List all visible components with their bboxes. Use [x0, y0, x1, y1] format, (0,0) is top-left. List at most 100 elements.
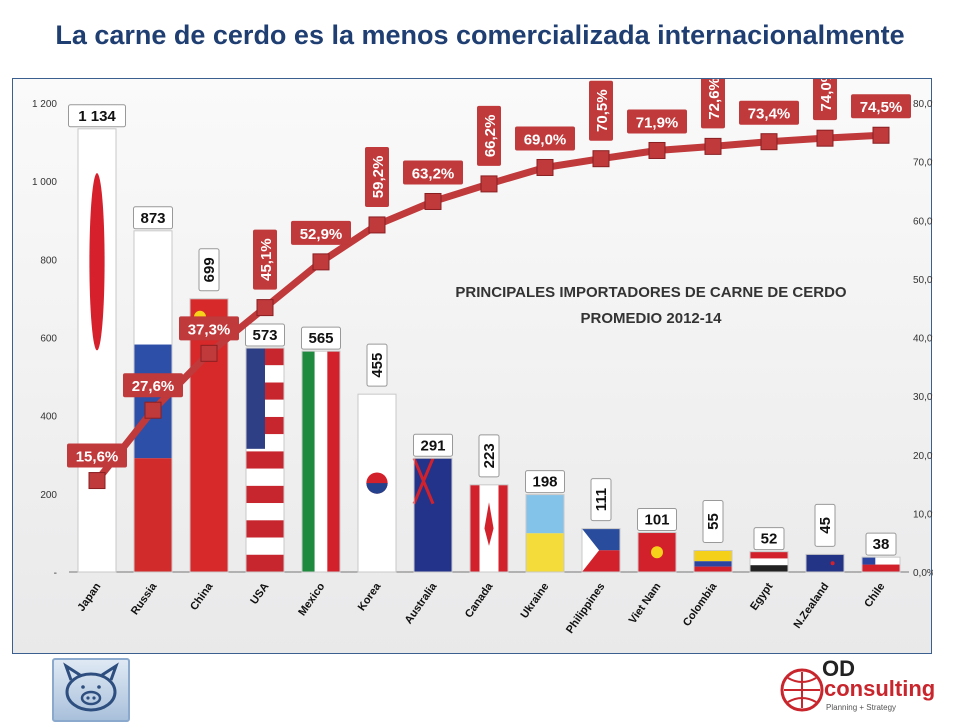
cumulative-marker: [368, 216, 386, 234]
slide-title: La carne de cerdo es la menos comerciali…: [55, 20, 905, 50]
y-right-tick-label: 70,0%: [913, 158, 933, 169]
y-left-tick-label: 800: [40, 255, 57, 266]
bar-flag-stripe: [694, 566, 732, 572]
cumulative-label-box: [403, 160, 463, 185]
cumulative-marker: [816, 129, 834, 147]
y-left-tick-label: 200: [40, 490, 57, 501]
cumulative-label: 15,6%: [76, 449, 119, 466]
bar-flag-stripe: [302, 351, 315, 572]
bar-outline: [581, 528, 621, 573]
cumulative-marker: [312, 253, 330, 271]
cumulative-label: 71,9%: [636, 114, 679, 131]
od-consulting-logo: OD consulting Planning + Strategy: [760, 636, 956, 720]
cumulative-label: 66,2%: [482, 115, 499, 158]
y-left-tick-label: 400: [40, 412, 57, 423]
bar-flag-star: [651, 546, 663, 559]
value-label: 101: [644, 512, 669, 529]
category-label: Russia: [129, 580, 160, 617]
category-label: Viet Nam: [627, 581, 664, 626]
cumulative-marker: [704, 137, 722, 155]
bar-flag-stripe: [246, 468, 284, 486]
value-label: 198: [532, 474, 557, 491]
bar-vietnam: [637, 532, 677, 573]
value-label: 45: [817, 517, 834, 534]
category-label: Korea: [356, 580, 384, 613]
bar-chile: [861, 556, 901, 573]
cumulative-label-box: [253, 229, 277, 290]
cumulative-label: 72,6%: [706, 79, 723, 120]
value-label-box: [637, 508, 677, 532]
bar-outline: [805, 553, 845, 573]
bar-mexico: [301, 350, 341, 573]
bar-flag-stripe: [246, 554, 284, 572]
bar-flag-stripe: [246, 485, 284, 504]
value-label-box: [590, 478, 612, 522]
value-label-box: [525, 470, 565, 494]
value-label-box: [245, 323, 285, 347]
bar-flag-stripe: [246, 451, 284, 469]
value-label-box: [133, 206, 173, 230]
bar-flag-stripe: [134, 230, 172, 345]
bar-flag-stripe: [750, 558, 788, 566]
bar-outline: [133, 230, 173, 573]
bar-outline: [413, 457, 453, 573]
y-right-tick-label: 30,0%: [913, 392, 933, 403]
value-label: 573: [252, 327, 277, 344]
bar-outline: [749, 551, 789, 573]
value-label: 1 134: [78, 108, 116, 125]
bar-outline: [189, 298, 229, 573]
bar-flag-stripe: [498, 484, 508, 572]
value-label-box: [753, 527, 785, 551]
cumulative-label-box: [477, 105, 501, 166]
category-label: Philippines: [564, 581, 607, 636]
bar-egypt: [749, 551, 789, 573]
cumulative-label: 74,5%: [860, 99, 903, 116]
cumulative-marker: [648, 141, 666, 159]
cumulative-label: 63,2%: [412, 165, 455, 182]
y-right-tick-label: 0,0%: [913, 568, 933, 579]
y-left-tick-label: 1 000: [32, 177, 57, 188]
category-label: USA: [248, 581, 271, 607]
bar-flag-leaf: [484, 502, 494, 546]
bar-philippines: [581, 528, 621, 573]
value-label-box: [814, 503, 836, 547]
bar-flag-disc: [89, 173, 105, 351]
cumulative-marker: [592, 150, 610, 168]
cumulative-label: 73,4%: [748, 106, 791, 123]
bar-outline: [357, 393, 397, 573]
cumulative-marker: [144, 401, 162, 419]
bar-outline: [693, 550, 733, 573]
cumulative-marker: [256, 299, 274, 317]
bar-flag-stripe: [862, 557, 900, 565]
value-label-box: [198, 248, 220, 292]
od-logo-mark: OD consulting Planning + Strategy: [780, 656, 935, 712]
bar-outline: [525, 494, 565, 573]
bar-usa: [245, 347, 285, 573]
bar-outline: [861, 556, 901, 573]
bar-flag-stripe: [806, 554, 844, 572]
cumulative-label-box: [515, 126, 575, 151]
bar-outline: [245, 347, 285, 573]
category-label: Mexico: [296, 581, 327, 619]
category-label: Egypt: [748, 581, 776, 613]
category-label: Japan: [75, 581, 103, 614]
bar-flag-stripe: [327, 351, 340, 572]
category-label: Australia: [403, 580, 440, 626]
bar-flag-stripe: [246, 537, 284, 555]
value-label-box: [865, 532, 897, 556]
cumulative-marker: [760, 133, 778, 151]
bar-ukraine: [525, 494, 565, 573]
bar-korea: [357, 393, 397, 573]
bar-flag-stripe: [246, 348, 265, 449]
value-label: 565: [308, 330, 333, 347]
bar-flag-stripe: [750, 565, 788, 572]
value-label: 111: [593, 488, 610, 511]
y-right-tick-label: 40,0%: [913, 334, 933, 345]
bar-flag-stripe: [526, 494, 564, 534]
category-label: Colombia: [681, 580, 720, 629]
cumulative-marker: [480, 175, 498, 193]
bar-flag-disc-half: [366, 483, 388, 494]
value-label-box: [702, 500, 724, 544]
value-label: 699: [201, 257, 218, 282]
bar-flag-stripe: [694, 550, 732, 562]
